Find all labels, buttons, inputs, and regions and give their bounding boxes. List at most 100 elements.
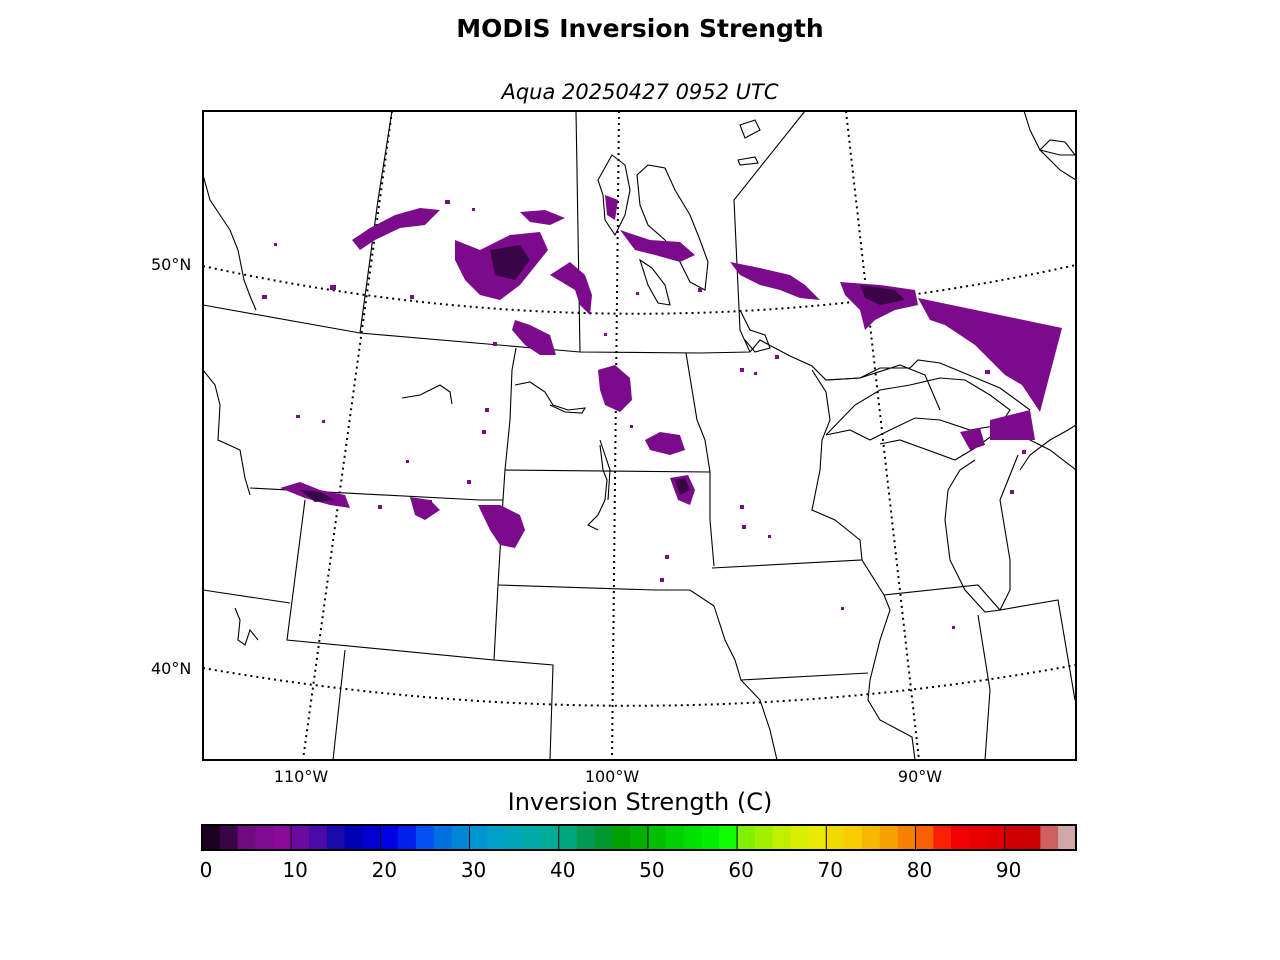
colorbar-swatch — [897, 825, 917, 850]
colorbar-swatch — [398, 825, 417, 850]
wi-il-border — [883, 584, 1076, 701]
colorbar-swatch — [291, 825, 310, 850]
data-patch-ontario-large — [918, 298, 1062, 412]
colorbar-tick-label: 70 — [817, 858, 843, 882]
data-patch-alberta-north — [352, 208, 440, 250]
colorbar-swatch — [273, 825, 292, 850]
colorbar-tick-label: 0 — [199, 858, 213, 882]
colorbar-swatch — [523, 825, 542, 850]
colorbar-tick-label: 20 — [371, 858, 398, 882]
map-frame — [202, 110, 1077, 761]
manitoba-ontario-border — [733, 111, 806, 353]
colorbar-swatch — [326, 825, 346, 850]
colorbar-swatch — [237, 825, 257, 850]
colorbar-swatch — [683, 825, 703, 850]
colorbar-title: Inversion Strength (C) — [507, 788, 773, 816]
colorbar-swatch — [630, 825, 649, 850]
lake-oahe — [599, 439, 611, 501]
colorbar-swatch — [433, 825, 453, 850]
colorbar-swatch — [202, 825, 221, 850]
data-patch-manitoba-west — [620, 230, 695, 262]
lake-superior — [825, 377, 1011, 441]
lake-winnipeg-small — [739, 119, 761, 139]
colorbar-swatch — [309, 825, 328, 850]
colorbar-swatch — [612, 825, 631, 850]
colorbar-swatch — [451, 825, 471, 850]
data-patches-dark — [300, 245, 905, 502]
data-patch-superior-east — [990, 410, 1035, 440]
iowa-east — [867, 594, 916, 760]
data-patch-dark-ontario — [860, 285, 905, 305]
data-patch-dark-sask — [490, 245, 530, 280]
colorbar-frame — [201, 824, 1077, 851]
colorbar-tick-label: 30 — [460, 858, 487, 882]
colorbar-swatch — [1022, 825, 1041, 850]
data-speckles — [262, 200, 1026, 629]
iowa-south — [740, 672, 869, 681]
data-patch-nd-west — [598, 365, 632, 412]
colorbar-swatch — [362, 825, 381, 850]
lake-manitoba — [638, 258, 671, 306]
data-patch-mi-up — [960, 428, 985, 450]
lake-of-woods — [739, 309, 771, 353]
colorbar-swatch — [986, 825, 1006, 850]
lon-110-line — [302, 111, 393, 760]
data-patch-montana-east — [478, 505, 525, 548]
colorbar-swatch — [1040, 825, 1059, 850]
data-patch-wy-north — [410, 497, 440, 520]
boundaries — [203, 111, 1076, 760]
data-patches — [280, 195, 1062, 548]
mn-iowa-border — [711, 559, 885, 596]
colorbar-swatch — [540, 825, 560, 850]
colorbar-swatch — [219, 825, 239, 850]
graticule — [203, 111, 1076, 760]
sd-ne-border — [497, 584, 715, 607]
lake-tahoe-area — [234, 607, 259, 646]
mi-upper — [879, 429, 1076, 471]
data-patch-dark-sd — [675, 478, 690, 495]
lat-label-40: 40°N — [151, 659, 192, 678]
mn-wi-border — [825, 364, 941, 411]
colorbar-swatch — [826, 825, 845, 850]
colorbar-tick-label: 40 — [550, 858, 576, 882]
colorbar-tick-label: 10 — [282, 858, 308, 882]
data-patch-sask-east — [550, 262, 592, 315]
colorbar-swatch — [719, 825, 738, 850]
data-patch-dark-mt — [300, 490, 335, 502]
lon-label-90: 90°W — [897, 767, 943, 786]
il-in-border — [977, 614, 991, 760]
lake-winnipegosis — [597, 154, 631, 237]
iowa-west — [713, 605, 778, 760]
small-lake — [737, 156, 759, 166]
colorbar-swatch — [469, 825, 488, 850]
lake-winnipeg — [636, 164, 709, 291]
colorbar-tick-label: 90 — [995, 858, 1022, 882]
colorbar-swatch — [647, 825, 667, 850]
wisconsin-border — [811, 369, 863, 561]
lat-50-line — [203, 264, 1076, 315]
colorbar-swatch — [1004, 825, 1024, 850]
lon-label-100: 100°W — [584, 767, 640, 786]
colorbar-swatch — [808, 825, 827, 850]
lat-40-line — [203, 664, 1076, 707]
colorbar-swatch — [861, 825, 881, 850]
colorbar-swatch — [968, 825, 988, 850]
colorbar-swatch — [701, 825, 720, 850]
colorbar-swatch — [255, 825, 274, 850]
colorbar-tick-label: 80 — [906, 858, 933, 882]
nd-mn-border — [685, 352, 715, 567]
colorbar-swatch — [558, 825, 578, 850]
colorbar-swatch — [790, 825, 810, 850]
colorbar-tick-label: 50 — [639, 858, 665, 882]
bc-alberta-border — [203, 174, 257, 311]
james-bay-island — [1038, 139, 1076, 156]
data-patch-nd-border — [512, 320, 556, 355]
colorbar-swatch — [915, 825, 934, 850]
lake-sakakawea — [514, 381, 587, 414]
michigan-lp — [1019, 424, 1076, 471]
fort-peck-lake — [401, 384, 453, 405]
colorbar-swatch — [879, 825, 899, 850]
montana-nd-border — [502, 347, 517, 501]
map-area — [203, 111, 1076, 760]
